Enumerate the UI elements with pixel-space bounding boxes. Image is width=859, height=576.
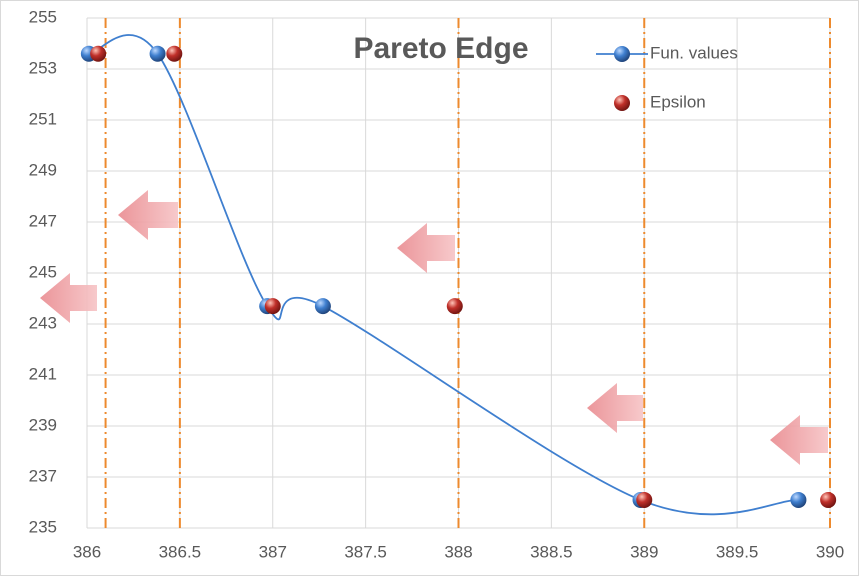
- guide-lines: [104, 18, 831, 530]
- legend-label: Epsilon: [650, 92, 706, 111]
- legend: Fun. values Epsilon: [596, 43, 738, 111]
- x-tick-label: 386: [73, 542, 101, 561]
- y-tick-label: 241: [29, 364, 57, 383]
- y-tick-label: 255: [29, 7, 57, 26]
- y-tick-label: 235: [29, 517, 57, 536]
- marker: [820, 491, 837, 508]
- arrow: [587, 383, 643, 433]
- y-tick-label: 251: [29, 109, 57, 128]
- x-tick-label: 387.5: [344, 542, 387, 561]
- marker: [636, 491, 653, 508]
- marker: [90, 45, 107, 62]
- marker: [166, 45, 183, 62]
- x-tick-label: 388: [444, 542, 472, 561]
- marker: [446, 298, 463, 315]
- plot: [80, 34, 837, 516]
- x-tick-label: 386.5: [159, 542, 202, 561]
- y-tick-label: 243: [29, 313, 57, 332]
- marker: [314, 298, 331, 315]
- marker: [790, 491, 807, 508]
- x-tick-label: 387: [259, 542, 287, 561]
- arrow: [770, 415, 828, 465]
- arrow: [397, 223, 455, 273]
- y-tick-label: 253: [29, 58, 57, 77]
- arrow: [40, 273, 97, 323]
- x-tick-label: 388.5: [530, 542, 573, 561]
- y-tick-label: 237: [29, 466, 57, 485]
- y-tick-label: 239: [29, 415, 57, 434]
- x-tick-label: 390: [816, 542, 844, 561]
- chart-title: Pareto Edge: [353, 32, 528, 65]
- legend-marker: [614, 46, 630, 62]
- y-tick-label: 249: [29, 160, 57, 179]
- x-tick-label: 389.5: [716, 542, 759, 561]
- x-tick-label: 389: [630, 542, 658, 561]
- y-tick-label: 245: [29, 262, 57, 281]
- legend-label: Fun. values: [650, 43, 738, 62]
- arrows: [40, 190, 828, 465]
- marker: [149, 45, 166, 62]
- legend-marker: [614, 95, 630, 111]
- marker: [264, 298, 281, 315]
- y-tick-label: 247: [29, 211, 57, 230]
- arrow: [118, 190, 178, 240]
